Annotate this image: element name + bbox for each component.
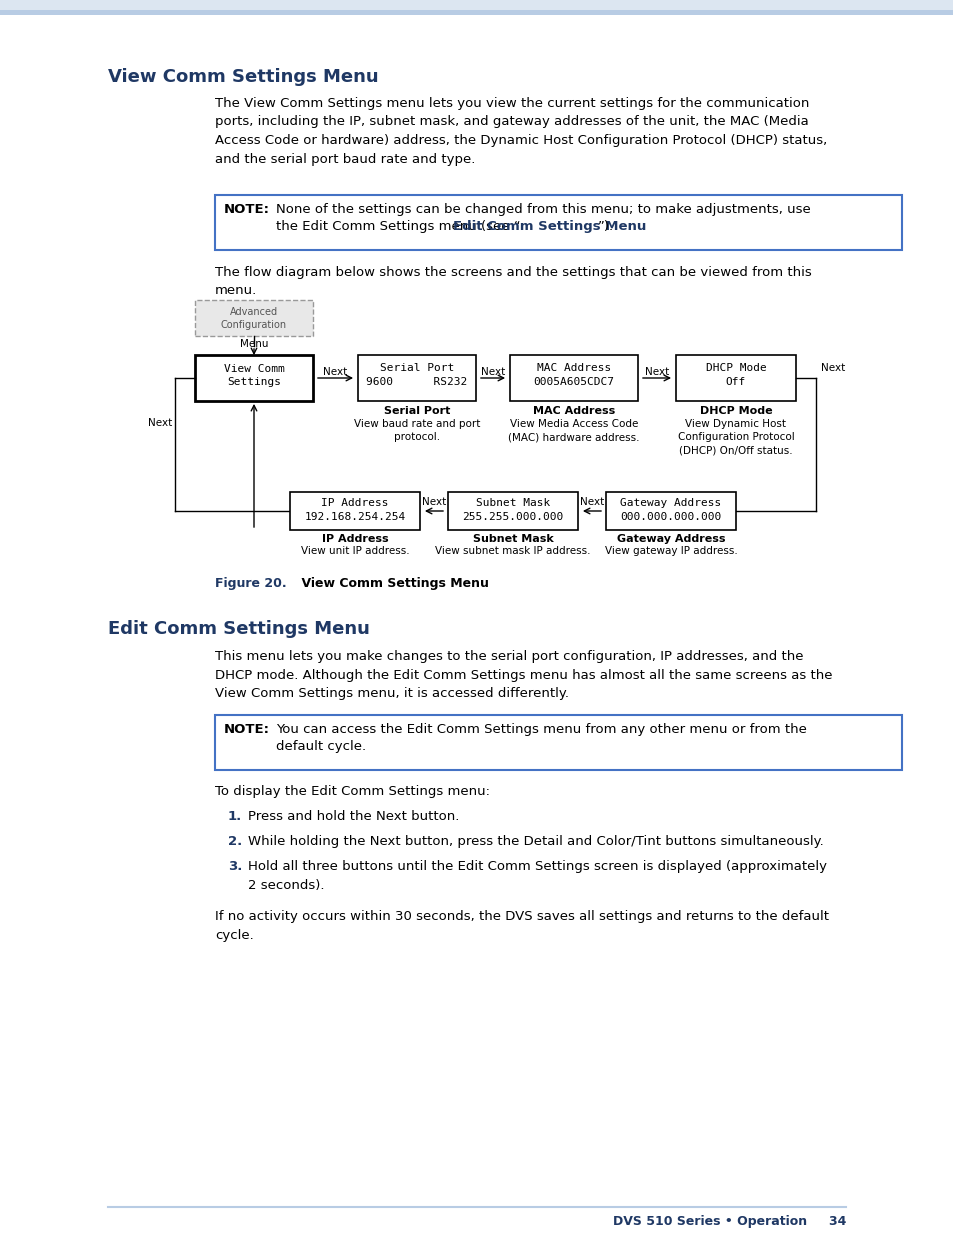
Bar	[194, 354, 313, 401]
Text: Next: Next	[148, 417, 172, 429]
Text: View Comm Settings Menu: View Comm Settings Menu	[108, 68, 378, 86]
Text: View Dynamic Host
Configuration Protocol
(DHCP) On/Off status.: View Dynamic Host Configuration Protocol…	[677, 419, 794, 456]
Text: Hold all three buttons until the Edit Comm Settings screen is displayed (approxi: Hold all three buttons until the Edit Co…	[248, 860, 826, 892]
Text: DHCP Mode: DHCP Mode	[699, 406, 772, 416]
Bar	[0, 10, 953, 15]
Bar	[605, 492, 735, 530]
Bar	[676, 354, 795, 401]
Text: 2.: 2.	[228, 835, 242, 848]
Text: Next: Next	[322, 367, 347, 377]
Text: You can access the Edit Comm Settings menu from any other menu or from the: You can access the Edit Comm Settings me…	[275, 722, 806, 736]
Text: This menu lets you make changes to the serial port configuration, IP addresses, : This menu lets you make changes to the s…	[214, 650, 832, 700]
Text: the Edit Comm Settings menu (see “: the Edit Comm Settings menu (see “	[275, 220, 520, 233]
Text: Next: Next	[579, 496, 603, 508]
Text: Gateway Address: Gateway Address	[616, 534, 724, 543]
Text: Serial Port
9600      RS232: Serial Port 9600 RS232	[366, 363, 467, 387]
Bar	[194, 300, 313, 336]
Text: The View Comm Settings menu lets you view the current settings for the communica: The View Comm Settings menu lets you vie…	[214, 98, 826, 165]
Text: Advanced
Configuration: Advanced Configuration	[221, 308, 287, 330]
Text: Next: Next	[821, 363, 844, 373]
Text: Edit Comm Settings Menu: Edit Comm Settings Menu	[453, 220, 646, 233]
Text: Subnet Mask: Subnet Mask	[472, 534, 553, 543]
Text: Next: Next	[480, 367, 504, 377]
Text: To display the Edit Comm Settings menu:: To display the Edit Comm Settings menu:	[214, 785, 490, 798]
Text: While holding the Next button, press the Detail and Color/Tint buttons simultane: While holding the Next button, press the…	[248, 835, 822, 848]
Bar	[448, 492, 578, 530]
Text: Gateway Address
000.000.000.000: Gateway Address 000.000.000.000	[619, 498, 720, 522]
Text: IP Address
192.168.254.254: IP Address 192.168.254.254	[304, 498, 405, 522]
Bar	[214, 195, 901, 249]
Text: Edit Comm Settings Menu: Edit Comm Settings Menu	[108, 620, 370, 638]
Text: The flow diagram below shows the screens and the settings that can be viewed fro: The flow diagram below shows the screens…	[214, 266, 811, 298]
Text: Next: Next	[644, 367, 668, 377]
Text: None of the settings can be changed from this menu; to make adjustments, use: None of the settings can be changed from…	[275, 203, 810, 216]
Text: View Comm Settings Menu: View Comm Settings Menu	[284, 577, 488, 590]
Text: View subnet mask IP address.: View subnet mask IP address.	[435, 546, 590, 556]
Text: View gateway IP address.: View gateway IP address.	[604, 546, 737, 556]
Bar	[214, 715, 901, 769]
Text: View unit IP address.: View unit IP address.	[300, 546, 409, 556]
Text: Menu: Menu	[239, 338, 268, 350]
Bar	[290, 492, 419, 530]
Text: Figure 20.: Figure 20.	[214, 577, 286, 590]
Text: 3.: 3.	[228, 860, 242, 873]
Text: NOTE:: NOTE:	[224, 722, 270, 736]
Text: DVS 510 Series • Operation     34: DVS 510 Series • Operation 34	[612, 1215, 845, 1228]
Text: NOTE:: NOTE:	[224, 203, 270, 216]
Text: Subnet Mask
255.255.000.000: Subnet Mask 255.255.000.000	[462, 498, 563, 522]
Text: DHCP Mode
Off: DHCP Mode Off	[705, 363, 765, 387]
Bar	[0, 0, 953, 10]
Text: If no activity occurs within 30 seconds, the DVS saves all settings and returns : If no activity occurs within 30 seconds,…	[214, 910, 828, 941]
Text: 1.: 1.	[228, 810, 242, 823]
Text: Serial Port: Serial Port	[383, 406, 450, 416]
Text: IP Address: IP Address	[321, 534, 388, 543]
Text: MAC Address: MAC Address	[533, 406, 615, 416]
Text: Press and hold the Next button.: Press and hold the Next button.	[248, 810, 459, 823]
Text: default cycle.: default cycle.	[275, 740, 366, 753]
Text: View Media Access Code
(MAC) hardware address.: View Media Access Code (MAC) hardware ad…	[508, 419, 639, 442]
Text: View baud rate and port
protocol.: View baud rate and port protocol.	[354, 419, 479, 442]
Bar	[357, 354, 476, 401]
Text: Next: Next	[421, 496, 446, 508]
Bar	[510, 354, 638, 401]
Text: MAC Address
0005A605CDC7: MAC Address 0005A605CDC7	[533, 363, 614, 387]
Text: ”).: ”).	[598, 220, 614, 233]
Text: View Comm
Settings: View Comm Settings	[223, 364, 284, 388]
